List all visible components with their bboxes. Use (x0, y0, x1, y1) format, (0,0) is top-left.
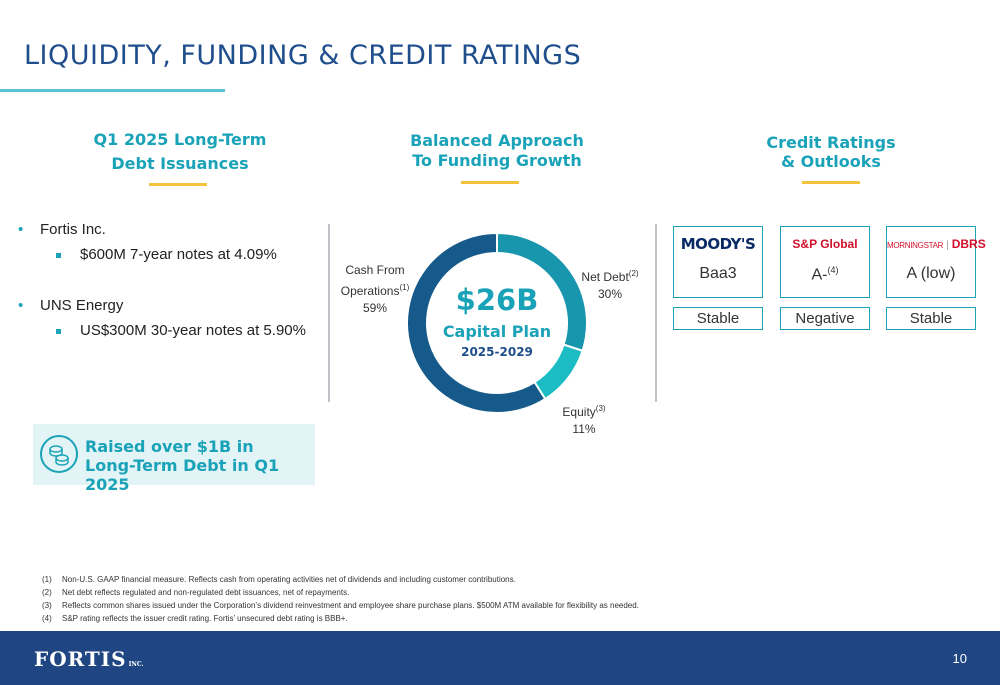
donut-slice-cash-from-operations (407, 231, 547, 414)
label-text: Net Debt (581, 270, 629, 284)
label-text: Operations (340, 284, 400, 298)
page-title: LIQUIDITY, FUNDING & CREDIT RATINGS (24, 40, 582, 71)
funding-donut-chart (407, 231, 587, 414)
label-line: Net Debt(2) (570, 265, 650, 286)
dbrs-rating: A (low) (887, 265, 975, 283)
net-debt-label: Net Debt(2) 30% (570, 265, 650, 303)
sp-global-logo: S&P Global (792, 237, 858, 251)
funding-heading: Balanced Approach To Funding Growth (397, 131, 597, 171)
column-divider (655, 224, 657, 402)
footnote-text: Reflects common shares issued under the … (62, 601, 639, 610)
label-line: Equity(3) (549, 400, 619, 421)
moodys-rating: Baa3 (674, 265, 762, 283)
footnote-ref: (2) (628, 269, 639, 278)
coins-icon (40, 435, 78, 473)
morningstar-dbrs-logo: MORNINGSTAR | DBRS (887, 237, 986, 251)
debt-issuances-heading: Q1 2025 Long-Term Debt Issuances (90, 128, 270, 176)
heading-line: To Funding Growth (412, 151, 582, 170)
footnote-ref: (3) (595, 404, 606, 413)
footnote-text: Net debt reflects regulated and non-regu… (62, 588, 350, 597)
entity-name: Fortis Inc. (40, 221, 106, 238)
bullet-dot: • (18, 221, 24, 238)
heading-line: & Outlooks (781, 152, 881, 171)
footnote-number: (1) (42, 575, 52, 584)
capital-plan-amount: $26B (455, 283, 539, 317)
debt-raised-callout: Raised over $1B in Long-Term Debt in Q1 … (33, 424, 315, 494)
issuance-detail: $600M 7-year notes at 4.09% (80, 246, 277, 263)
footnote: (3) Reflects common shares issued under t… (42, 601, 639, 610)
logo-text: FORTIS (34, 647, 127, 671)
callout-text: Raised over $1B in Long-Term Debt in Q1 … (85, 437, 315, 494)
label-line: Cash From (345, 263, 405, 277)
label-line: Operations(1) (320, 279, 430, 300)
capital-plan-years: 2025-2029 (461, 345, 533, 359)
callout-line: Raised over $1B in (85, 437, 254, 456)
footnote-number: (3) (42, 601, 52, 610)
bullet-dot: • (18, 297, 24, 314)
bullet-square (56, 329, 61, 334)
footnote-number: (4) (42, 614, 52, 623)
moodys-rating-card: MOODY'S Baa3 (673, 226, 763, 298)
cfo-percent: 59% (362, 301, 388, 315)
footnote-text: Non-U.S. GAAP financial measure. Reflect… (62, 575, 516, 584)
rating-value: A- (811, 266, 828, 284)
equity-label: Equity(3) 11% (549, 400, 619, 438)
bullet-square (56, 253, 61, 258)
footnote-ref: (4) (827, 265, 839, 275)
capital-plan-caption: Capital Plan (442, 322, 552, 341)
sp-outlook: Negative (780, 307, 870, 330)
callout-line: Long-Term Debt in Q1 2025 (85, 456, 280, 494)
logo-suffix: INC. (128, 661, 144, 668)
footnote: (1) Non-U.S. GAAP financial measure. Refl… (42, 575, 516, 584)
footnote-text: S&P rating reflects the issuer credit ra… (62, 614, 348, 623)
gold-divider (802, 181, 860, 184)
dbrs-rating-card: MORNINGSTAR | DBRS A (low) (886, 226, 986, 298)
footnote: (4) S&P rating reflects the issuer credit… (42, 614, 348, 623)
label-text: Equity (562, 405, 596, 419)
column-divider (328, 224, 330, 402)
sp-rating: A-(4) (781, 265, 869, 284)
heading-line: Q1 2025 Long-Term (93, 130, 267, 149)
title-underline (0, 89, 225, 92)
entity-name: UNS Energy (40, 297, 124, 314)
heading-line: Credit Ratings (766, 133, 896, 152)
rating-value: Baa3 (699, 265, 737, 282)
sp-rating-card: S&P Global A-(4) (780, 226, 870, 298)
heading-line: Balanced Approach (410, 131, 584, 150)
dbrs-outlook: Stable (886, 307, 976, 330)
gold-divider (461, 181, 519, 184)
credit-ratings-heading: Credit Ratings & Outlooks (741, 133, 921, 171)
page-number: 10 (952, 651, 967, 666)
equity-percent: 11% (572, 422, 596, 436)
morningstar-wordmark: MORNINGSTAR (887, 241, 944, 250)
moodys-outlook: Stable (673, 307, 763, 330)
footer-bar: FORTIS INC. 10 (0, 631, 1000, 685)
net-debt-percent: 30% (597, 287, 623, 301)
footnote-ref: (1) (399, 283, 410, 292)
rating-value: A (low) (906, 265, 956, 282)
gold-divider (149, 183, 207, 186)
moodys-logo: MOODY'S (680, 235, 756, 253)
footnote: (2) Net debt reflects regulated and non-r… (42, 588, 349, 597)
heading-line: Debt Issuances (111, 154, 249, 173)
fortis-logo: FORTIS INC. (34, 647, 144, 671)
footnote-number: (2) (42, 588, 52, 597)
cfo-label: Cash From Operations(1) 59% (320, 262, 430, 317)
issuance-detail: US$300M 30-year notes at 5.90% (80, 322, 306, 339)
dbrs-wordmark: DBRS (951, 237, 986, 251)
